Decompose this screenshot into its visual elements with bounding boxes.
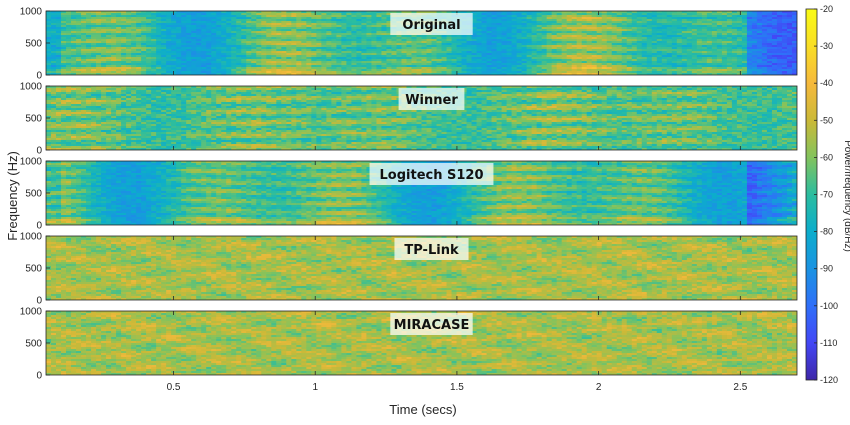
y-tick-label: 1000 bbox=[20, 307, 43, 318]
colorbar-title: Power/frequency (dB/Hz) bbox=[842, 140, 850, 252]
panel-label-box bbox=[390, 313, 473, 335]
spectrogram-cells bbox=[46, 236, 797, 300]
spectrogram-panel: 0 500 1000 TP-Link bbox=[20, 232, 798, 307]
y-tick-label: 0 bbox=[36, 71, 42, 82]
y-tick-label: 0 bbox=[36, 296, 42, 307]
spectrogram-cells bbox=[46, 11, 797, 75]
y-tick-label: 1000 bbox=[20, 232, 43, 243]
panel-label-box bbox=[390, 13, 473, 35]
y-tick-label: 1000 bbox=[20, 7, 43, 18]
colorbar-tick-label: -50 bbox=[820, 115, 833, 125]
panel-label: MIRACASE bbox=[394, 318, 470, 333]
colorbar-tick-label: -40 bbox=[820, 78, 833, 88]
y-tick-label: 0 bbox=[36, 371, 42, 382]
y-tick-label: 500 bbox=[25, 114, 42, 125]
y-tick-label: 0 bbox=[36, 221, 42, 232]
y-tick-label: 500 bbox=[25, 339, 42, 350]
panel-label: TP-Link bbox=[404, 243, 459, 258]
spectrogram-panel: 0 500 1000 Original bbox=[20, 7, 798, 82]
x-tick-label: 2.5 bbox=[733, 382, 747, 393]
colorbar-tick-label: -30 bbox=[820, 41, 833, 51]
y-tick-label: 500 bbox=[25, 39, 42, 50]
spectrogram-cells bbox=[46, 311, 797, 375]
y-tick-label: 0 bbox=[36, 146, 42, 157]
spectrogram-panel: 0 500 1000 Winner bbox=[20, 82, 798, 157]
colorbar-tick-label: -60 bbox=[820, 152, 833, 162]
y-axis-title: Frequency (Hz) bbox=[5, 151, 20, 241]
colorbar-tick-label: -110 bbox=[820, 338, 837, 348]
colorbar-tick-label: -120 bbox=[820, 375, 838, 385]
colorbar-tick-label: -100 bbox=[820, 301, 838, 311]
y-tick-label: 1000 bbox=[20, 82, 43, 93]
colorbar-tick-label: -80 bbox=[820, 227, 833, 237]
panel-label-box bbox=[369, 163, 494, 185]
panel-label-box bbox=[398, 88, 465, 110]
spectrogram-panel: 0 500 1000 MIRACASE bbox=[20, 307, 798, 382]
x-tick-label: 1 bbox=[312, 382, 318, 393]
colorbar-tick-label: -20 bbox=[820, 4, 833, 14]
x-axis: 0.5 1 1.5 2 2.5 bbox=[167, 382, 748, 393]
colorbar-tick-label: -70 bbox=[820, 190, 833, 200]
x-tick-label: 1.5 bbox=[450, 382, 464, 393]
spectrogram-cells bbox=[46, 161, 797, 225]
colorbar: -20 -30 -40 -50 -60 -70 -80 -90 -100 -110 -120 bbox=[805, 4, 838, 385]
y-tick-label: 500 bbox=[25, 189, 42, 200]
x-tick-label: 2 bbox=[596, 382, 602, 393]
panel-label: Logitech S120 bbox=[380, 168, 484, 183]
spectrogram-panels: 0 500 1000 Original 0 500 1000 Winner 0 500 1000 Lo… bbox=[20, 7, 798, 382]
x-tick-label: 0.5 bbox=[167, 382, 181, 393]
colorbar-tick-label: -90 bbox=[820, 264, 833, 274]
spectrogram-cells bbox=[46, 86, 797, 150]
spectrogram-panel: 0 500 1000 Logitech S120 bbox=[20, 157, 798, 232]
y-tick-label: 500 bbox=[25, 264, 42, 275]
panel-label-box bbox=[394, 238, 469, 260]
x-axis-title: Time (secs) bbox=[389, 402, 456, 417]
panel-label: Winner bbox=[405, 93, 458, 108]
panel-label: Original bbox=[402, 18, 460, 33]
y-tick-label: 1000 bbox=[20, 157, 43, 168]
